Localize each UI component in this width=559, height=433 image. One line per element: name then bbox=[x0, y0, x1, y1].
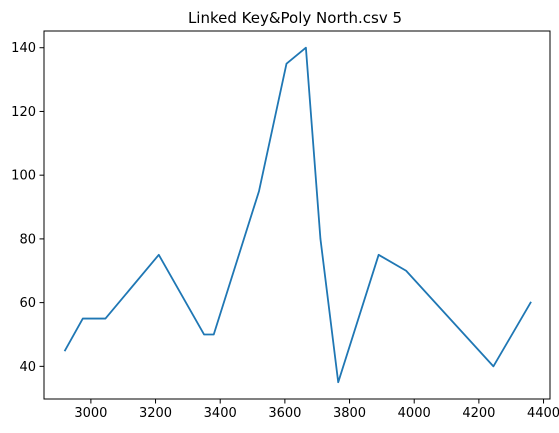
x-tick-label: 3000 bbox=[74, 406, 107, 421]
y-tick-label: 60 bbox=[19, 296, 36, 311]
series-layer bbox=[63, 46, 532, 384]
x-tick-label: 4400 bbox=[527, 406, 559, 421]
x-tick-label: 4200 bbox=[462, 406, 495, 421]
y-tick-label: 120 bbox=[11, 105, 36, 120]
x-tick-label: 3800 bbox=[333, 406, 366, 421]
chart-title: Linked Key&Poly North.csv 5 bbox=[188, 9, 402, 27]
y-tick-label: 80 bbox=[19, 232, 36, 247]
y-tick-label: 40 bbox=[19, 360, 36, 375]
x-tick-label: 3600 bbox=[268, 406, 301, 421]
axes-frame bbox=[43, 30, 551, 400]
y-tick-label: 100 bbox=[11, 169, 36, 184]
x-tick-label: 3400 bbox=[204, 406, 237, 421]
y-tick-label: 140 bbox=[11, 41, 36, 56]
series-line bbox=[63, 46, 532, 384]
axis-ticks: 3000 3200 3400 3600 3800 4000 4200 4400 40 60 80 10… bbox=[11, 41, 559, 421]
x-tick-label: 4000 bbox=[398, 406, 431, 421]
x-tick-label: 3200 bbox=[139, 406, 172, 421]
